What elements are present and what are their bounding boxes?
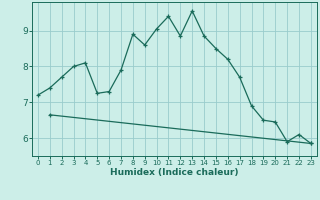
X-axis label: Humidex (Indice chaleur): Humidex (Indice chaleur) [110, 168, 239, 177]
